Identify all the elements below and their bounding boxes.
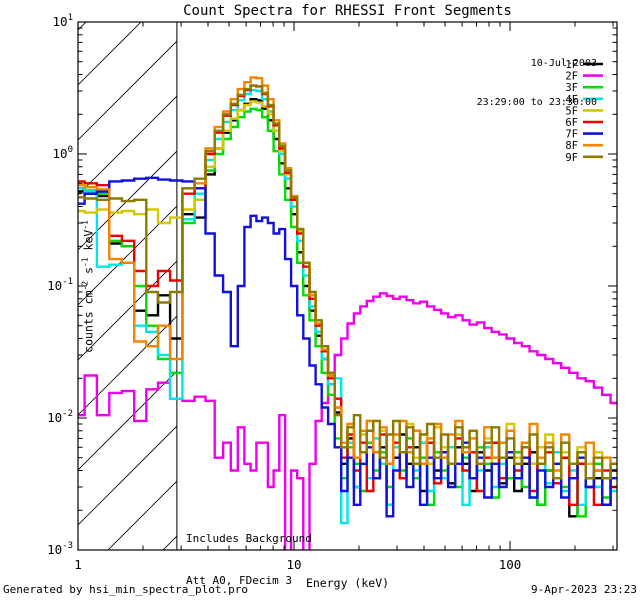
plot-annotations: Includes Background Att A0, FDecim 3	[186, 504, 312, 600]
footer-generator: Generated by hsi_min_spectra_plot.pro	[3, 583, 249, 596]
y-tick-label-1e-2: 10-2	[47, 409, 73, 425]
legend-label-7F: 7F	[565, 129, 578, 141]
x-tick-label-10: 10	[286, 557, 301, 572]
axis-ticks	[77, 21, 617, 551]
footer-timestamp: 9-Apr-2023 23:23	[531, 583, 637, 596]
legend-entry-8F: 8F	[565, 140, 603, 152]
legend-label-3F: 3F	[565, 82, 578, 94]
page-title: Count Spectra for RHESSI Front Segments	[183, 3, 512, 19]
y-tick-label-1e-1: 10-1	[47, 277, 73, 293]
legend-entry-2F: 2F	[565, 71, 603, 83]
series-9F	[78, 84, 617, 480]
observation-date: 10-Jul-2003	[530, 58, 597, 69]
x-axis-title: Energy (keV)	[305, 576, 390, 590]
hatch-region	[78, 22, 177, 550]
legend-entry-1F: 1F	[565, 59, 603, 71]
series-5F	[78, 100, 617, 480]
x-tick-label-1: 1	[74, 557, 82, 572]
tick-labels: 1 10 100 101 100 10-1 10-2 10-3	[47, 13, 521, 572]
observation-dates: 10-Jul-2003 23:29:00 to 23:30:00	[477, 31, 597, 135]
legend-label-4F: 4F	[565, 94, 578, 106]
legend-label-1F: 1F	[565, 59, 578, 71]
series-curves	[78, 76, 617, 550]
legend-entry-7F: 7F	[565, 129, 603, 141]
y-axis-title: counts cm-2 s-1 keV-1	[80, 220, 96, 353]
legend-entry-3F: 3F	[565, 82, 603, 94]
legend-label-6F: 6F	[565, 117, 578, 129]
legend-entry-4F: 4F	[565, 94, 603, 106]
legend-entry-6F: 6F	[565, 117, 603, 129]
legend-label-5F: 5F	[565, 105, 578, 117]
legend-label-8F: 8F	[565, 140, 578, 152]
annotation-attenuator: Att A0, FDecim 3	[186, 574, 292, 587]
observation-timerange: 23:29:00 to 23:30:00	[476, 97, 597, 108]
legend-label-2F: 2F	[565, 71, 578, 83]
annotation-background: Includes Background	[186, 532, 312, 545]
x-tick-label-100: 100	[499, 557, 522, 572]
y-tick-label-1e1: 101	[53, 13, 73, 29]
legend-entry-5F: 5F	[565, 105, 603, 117]
y-tick-label-1e-3: 10-3	[47, 541, 73, 557]
legend-label-9F: 9F	[565, 152, 578, 164]
y-tick-label-1e0: 100	[53, 145, 73, 161]
series-2F	[78, 292, 617, 550]
legend-entry-9F: 9F	[565, 152, 603, 164]
